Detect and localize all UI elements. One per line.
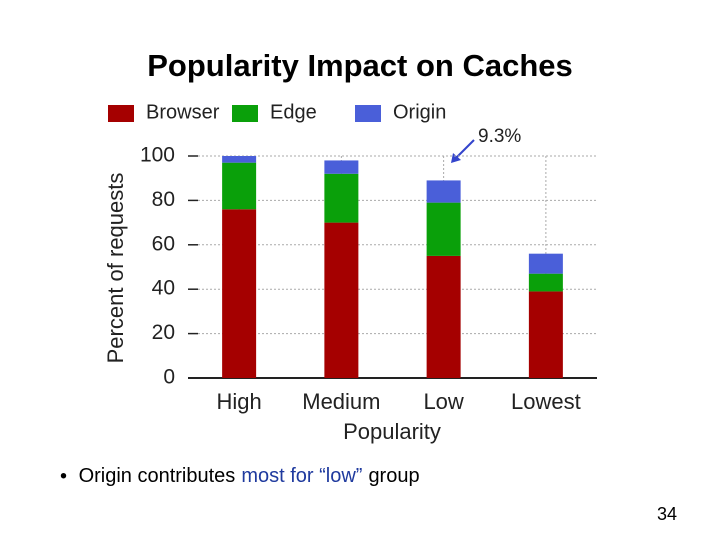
y-tick-label: 60 <box>152 232 175 255</box>
x-tick-label: High <box>217 389 262 414</box>
legend-swatch <box>355 105 381 122</box>
bar-segment <box>222 209 257 378</box>
bar-segment <box>324 160 359 174</box>
y-tick-label: 80 <box>152 188 175 211</box>
x-tick-label: Low <box>423 389 463 414</box>
chart-title: Popularity Impact on Caches <box>147 48 573 83</box>
page-number: 34 <box>657 504 677 524</box>
bar-segment <box>528 253 563 274</box>
x-tick-label: Lowest <box>511 389 581 414</box>
bullet-text: • Origin contributes most for “low” group <box>60 465 420 487</box>
bar-segment <box>426 180 461 203</box>
bar-segment <box>528 291 563 378</box>
x-axis-label: Popularity <box>343 419 441 444</box>
annotation-arrowhead <box>451 153 461 163</box>
x-tick-label: Medium <box>302 389 380 414</box>
annotation: 9.3% <box>478 126 521 147</box>
y-tick-label: 40 <box>152 277 175 300</box>
bar-segment <box>222 162 257 210</box>
bullet-part: group <box>368 465 419 487</box>
legend-label: Browser <box>146 101 220 123</box>
legend-swatch <box>232 105 258 122</box>
bar-segment <box>324 222 359 378</box>
bullet-highlight: most for “low” <box>241 465 362 487</box>
y-tick-label: 100 <box>140 144 175 167</box>
bar-segment <box>426 255 461 378</box>
bullet-part: Origin contributes <box>79 465 236 487</box>
y-tick-label: 0 <box>163 366 175 389</box>
legend-swatch <box>108 105 134 122</box>
y-tick-label: 20 <box>152 321 175 344</box>
bar-segment <box>528 273 563 292</box>
y-axis-label: Percent of requests <box>103 173 128 364</box>
legend-label: Origin <box>393 101 446 123</box>
bar-segment <box>324 173 359 223</box>
bar-segment <box>222 156 257 163</box>
bar-segment <box>426 202 461 256</box>
legend-label: Edge <box>270 101 317 123</box>
